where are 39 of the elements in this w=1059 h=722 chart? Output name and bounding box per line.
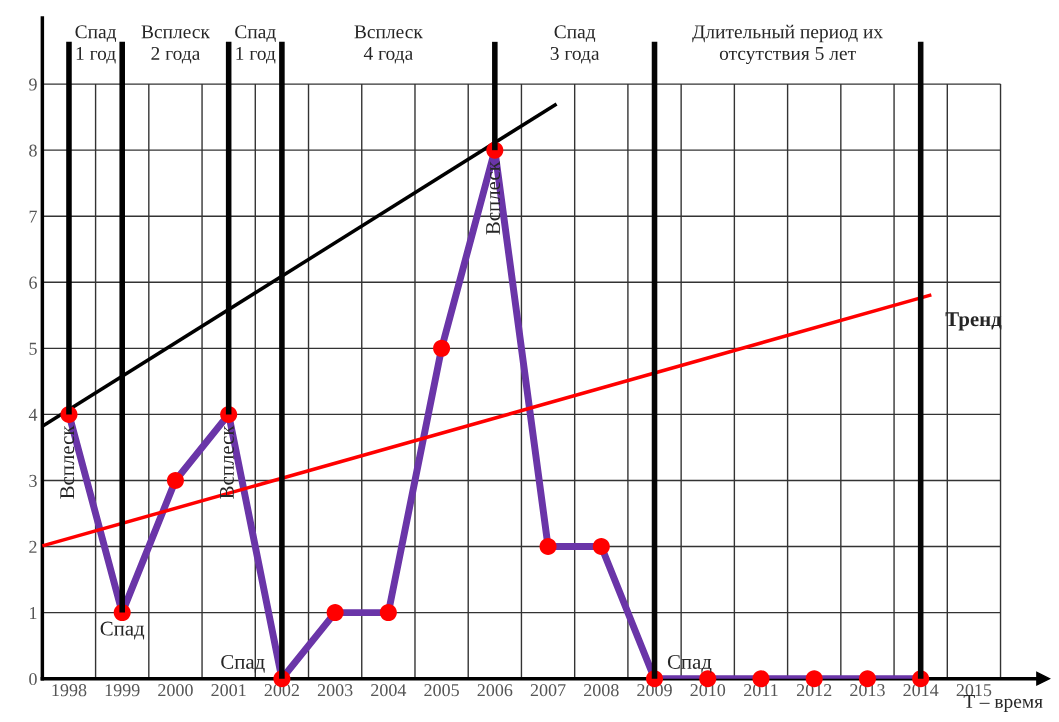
x-tick-label: 2005 (424, 684, 459, 697)
point (592, 538, 610, 556)
point (326, 604, 344, 622)
x-tick-label: 2000 (158, 684, 193, 697)
y-tick-label: 0 (29, 672, 37, 686)
y-tick-label: 1 (30, 606, 37, 619)
annotation: Всплеск 2 года (141, 25, 210, 64)
annotation: Спад 3 года (550, 25, 600, 64)
y-tick-label: 3 (29, 474, 37, 487)
x-tick-label: 2003 (317, 684, 353, 697)
y-tick-label: 2 (29, 540, 37, 553)
y-tick-label: 7 (29, 210, 37, 223)
annotation: Всплеск (60, 425, 75, 499)
annotation: Спад 1 год (235, 25, 276, 64)
x-tick-label: 2006 (477, 684, 513, 697)
y-tick-label: 9 (29, 78, 37, 91)
annotation: Спад 1 год (75, 25, 117, 64)
point (379, 604, 397, 622)
x-tick-label: 1999 (105, 684, 140, 697)
x-tick-label: 2001 (211, 684, 246, 697)
point (166, 471, 184, 489)
y-tick-label: 6 (29, 276, 37, 289)
annotation: Спад (100, 621, 145, 640)
y-tick-label: 5 (29, 342, 37, 355)
point (539, 538, 557, 556)
annotation: Всплеск 4 года (354, 25, 423, 64)
x-tick-label: 2015 (956, 684, 992, 697)
x-tick-label: 2004 (371, 684, 407, 697)
point (433, 339, 451, 357)
annotation: Длительный период их отсутствия 5 лет (692, 24, 883, 65)
annotation: Всплеск (220, 425, 234, 499)
x-tick-label: 2012 (796, 684, 832, 697)
x-tick-label: 1998 (52, 684, 87, 697)
x-tick-label: 2008 (584, 684, 619, 697)
y-tick-label: 4 (28, 408, 38, 421)
annotation: Всплеск (486, 161, 501, 235)
x-tick-label: 2007 (530, 684, 566, 697)
x-axis-title: T – время (963, 695, 1043, 712)
y-tick-label: 8 (29, 144, 37, 157)
